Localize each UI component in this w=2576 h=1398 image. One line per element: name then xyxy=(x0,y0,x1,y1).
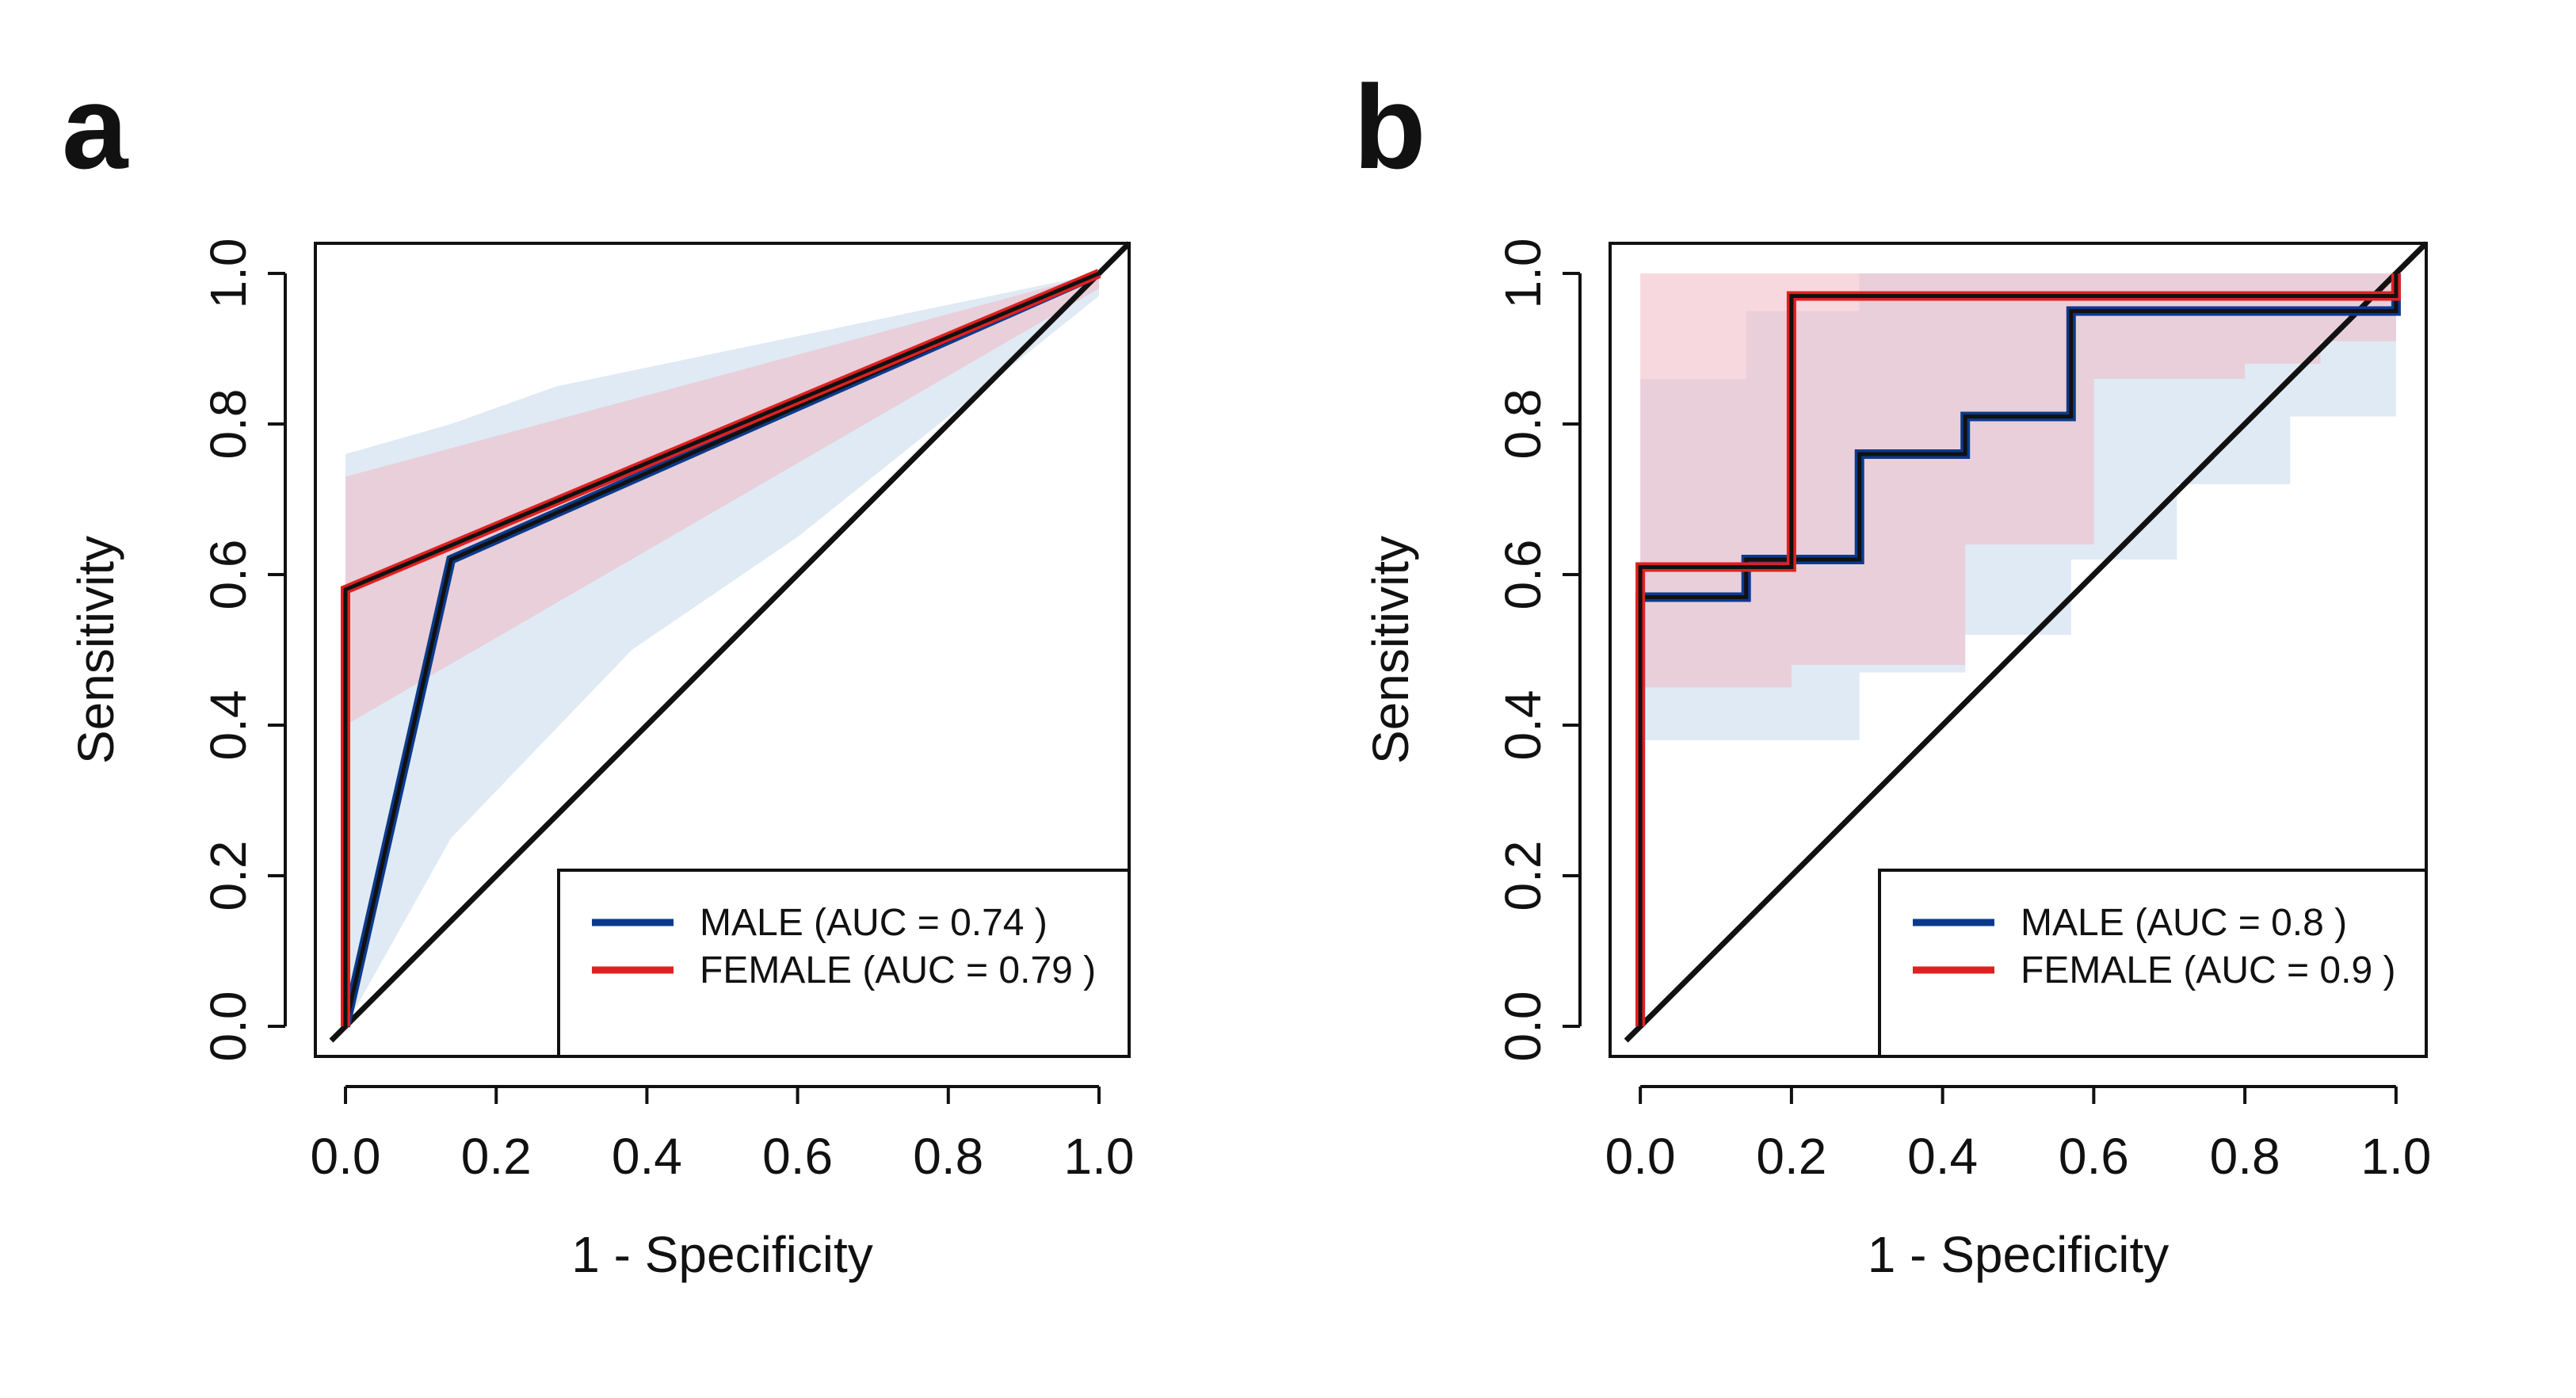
y-tick-label: 0.4 xyxy=(1494,690,1551,761)
x-tick-label: 0.6 xyxy=(2059,1128,2129,1185)
panel-a-reference xyxy=(329,241,1132,1043)
x-tick-label: 0.8 xyxy=(913,1128,983,1185)
x-tick-label: 0.6 xyxy=(762,1128,833,1185)
panel-b-curves xyxy=(1635,273,2401,1026)
y-tick-label: 1.0 xyxy=(200,239,257,309)
y-tick-label: 0.0 xyxy=(200,991,257,1062)
panel-a-ci-bands xyxy=(345,273,1099,1026)
x-tick-label: 0.0 xyxy=(1605,1128,1676,1185)
roc-curve-female-core xyxy=(343,271,1100,1026)
y-tick-label: 0.4 xyxy=(200,690,257,761)
panel-b-legend-male: MALE (AUC = 0.8 ) xyxy=(2021,902,2347,944)
panel-b-x-axis-label: 1 - Specificity xyxy=(1868,1226,2170,1283)
x-tick-label: 0.0 xyxy=(311,1128,381,1185)
panel-a-y-axis-label: Sensitivity xyxy=(67,536,124,764)
ci-band-female xyxy=(1640,273,2396,688)
y-tick-label: 1.0 xyxy=(1494,239,1551,309)
panel-b-axes: 0.0 0.0 0.2 0.2 0.4 0.4 0.6 0.6 0.8 0.8 1.0 1.0 xyxy=(1494,239,2431,1185)
panel-b-ci-bands xyxy=(1640,273,2396,740)
y-tick-label: 0.8 xyxy=(1494,389,1551,460)
panel-b-legend: MALE (AUC = 0.8 ) FEMALE (AUC = 0.9 ) xyxy=(1878,869,2428,1058)
y-tick-label: 0.6 xyxy=(200,540,257,610)
panel-a-legend-female: FEMALE (AUC = 0.79 ) xyxy=(700,949,1096,991)
roc-curve-female-core xyxy=(1638,273,2399,1026)
x-tick-label: 0.2 xyxy=(1756,1128,1826,1185)
y-tick-label: 0.8 xyxy=(200,389,257,460)
x-tick-label: 0.8 xyxy=(2210,1128,2280,1185)
x-tick-label: 1.0 xyxy=(2360,1128,2431,1185)
panel-a-legend-male: MALE (AUC = 0.74 ) xyxy=(700,902,1048,944)
y-tick-label: 0.2 xyxy=(200,841,257,911)
diagonal-reference-line xyxy=(1624,241,2429,1043)
panel-a-legend-box xyxy=(557,869,1131,1058)
panel-a-legend: MALE (AUC = 0.74 ) FEMALE (AUC = 0.79 ) xyxy=(557,869,1131,1058)
x-tick-label: 0.4 xyxy=(612,1128,682,1185)
x-tick-label: 0.2 xyxy=(461,1128,532,1185)
panel-b-y-axis-label: Sensitivity xyxy=(1362,536,1419,764)
diagonal-reference-line xyxy=(329,241,1132,1043)
y-tick-label: 0.6 xyxy=(1494,540,1551,610)
panel-a-label: a xyxy=(62,60,129,193)
panel-b-label: b xyxy=(1353,60,1426,193)
panel-b: b 0.0 0.0 0.2 0.2 0.4 0.4 0.6 0.6 0.8 0.8 1.0 1.0 1… xyxy=(1353,60,2431,1283)
roc-curve-male-core xyxy=(1638,273,2399,1026)
ci-band-female xyxy=(345,273,1099,725)
panel-b-legend-female: FEMALE (AUC = 0.9 ) xyxy=(2021,949,2395,991)
panel-a-axes: 0.0 0.0 0.2 0.2 0.4 0.4 0.6 0.6 0.8 0.8 1.0 1.0 xyxy=(200,239,1134,1185)
panel-a: a 0.0 0.0 0.2 0.2 0.4 0.4 0.6 0.6 0.8 0.8 1.0 1.0 1… xyxy=(62,60,1134,1283)
y-tick-label: 0.0 xyxy=(1494,991,1551,1062)
panel-b-legend-box xyxy=(1878,869,2428,1058)
panel-a-curves xyxy=(341,269,1101,1028)
panel-a-x-axis-label: 1 - Specificity xyxy=(571,1226,873,1283)
panel-b-reference xyxy=(1624,241,2429,1043)
x-tick-label: 0.4 xyxy=(1907,1128,1978,1185)
x-tick-label: 1.0 xyxy=(1063,1128,1134,1185)
y-tick-label: 0.2 xyxy=(1494,841,1551,911)
